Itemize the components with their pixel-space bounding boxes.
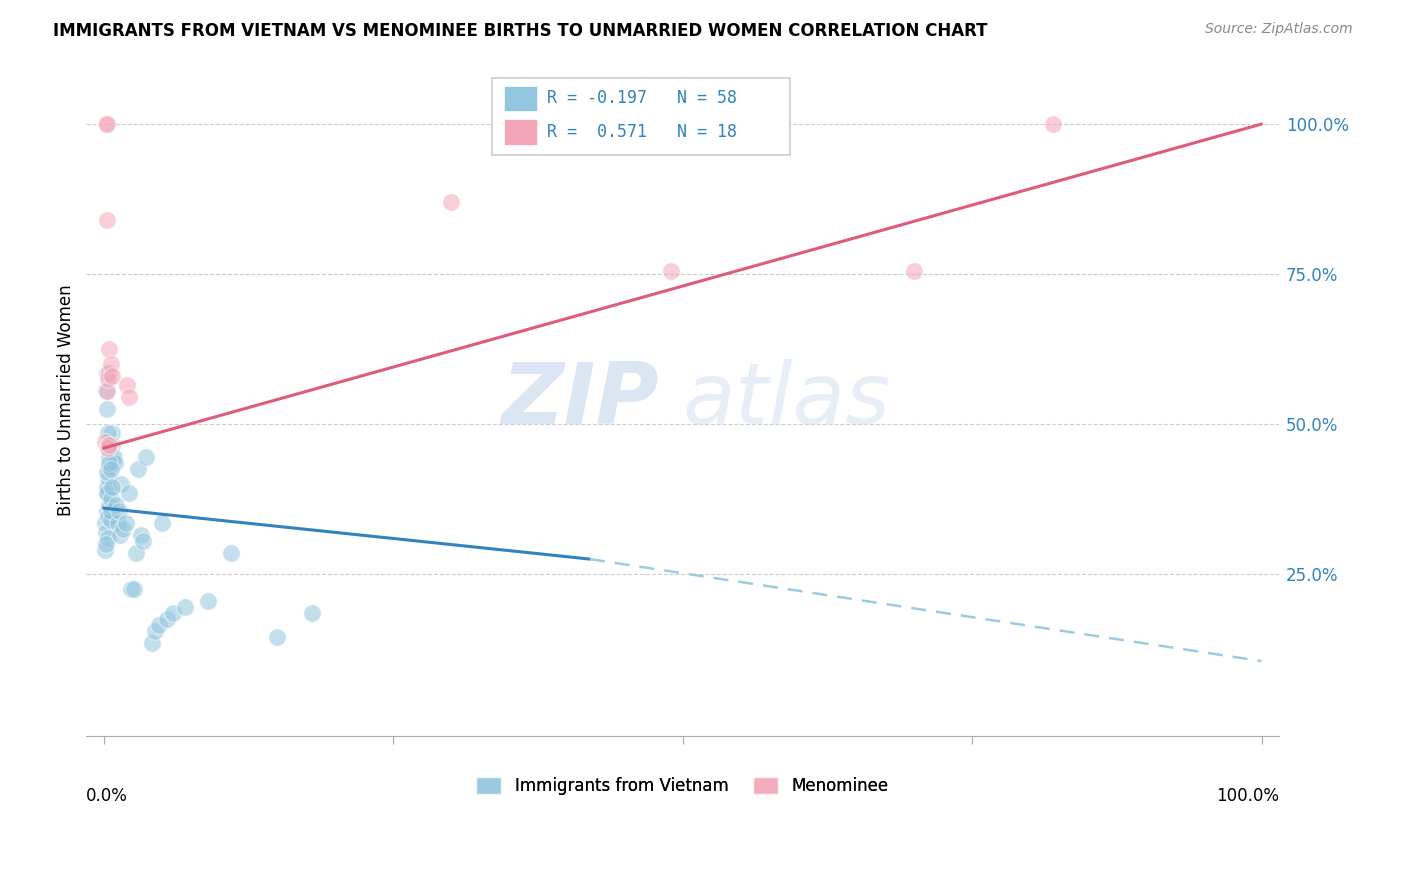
Point — [96, 402, 118, 417]
Text: 100.0%: 100.0% — [1216, 787, 1279, 805]
Point — [108, 528, 131, 542]
Point — [96, 213, 118, 227]
Point — [97, 531, 120, 545]
Point — [156, 612, 179, 626]
Point — [115, 378, 138, 392]
Point — [100, 369, 122, 384]
Point — [903, 264, 925, 278]
Text: atlas: atlas — [682, 359, 890, 442]
Point — [129, 528, 152, 542]
Point — [301, 606, 323, 620]
Point — [112, 522, 135, 536]
Point — [97, 372, 120, 386]
Point — [105, 498, 128, 512]
Point — [118, 390, 141, 404]
Point — [100, 462, 122, 476]
Legend: Immigrants from Vietnam, Menominee: Immigrants from Vietnam, Menominee — [470, 770, 896, 802]
Point — [98, 450, 121, 464]
Point — [98, 438, 121, 452]
Point — [107, 504, 129, 518]
Point — [100, 492, 122, 507]
FancyBboxPatch shape — [492, 78, 790, 155]
Point — [197, 594, 219, 608]
Point — [97, 441, 120, 455]
Bar — [503, 86, 537, 112]
Point — [94, 384, 117, 398]
Point — [122, 582, 145, 596]
Point — [120, 582, 142, 596]
Point — [132, 534, 155, 549]
Text: Source: ZipAtlas.com: Source: ZipAtlas.com — [1205, 22, 1353, 37]
Point — [98, 459, 121, 474]
Text: ZIP: ZIP — [501, 359, 659, 442]
Point — [143, 624, 166, 639]
Point — [98, 498, 121, 512]
Point — [96, 486, 118, 500]
Point — [96, 384, 118, 398]
Point — [97, 426, 120, 441]
Point — [94, 435, 117, 450]
Point — [125, 546, 148, 560]
Point — [94, 525, 117, 540]
Point — [96, 465, 118, 479]
Point — [150, 516, 173, 530]
Point — [101, 453, 124, 467]
Point — [173, 600, 195, 615]
Point — [98, 366, 121, 380]
Point — [94, 117, 117, 131]
Point — [219, 546, 242, 560]
Text: R =  0.571   N = 18: R = 0.571 N = 18 — [547, 123, 737, 141]
Point — [659, 264, 682, 278]
Point — [1042, 117, 1064, 131]
Point — [96, 366, 118, 380]
Point — [97, 471, 120, 485]
Point — [266, 630, 288, 644]
Point — [100, 426, 122, 441]
Point — [98, 438, 121, 452]
Point — [162, 606, 184, 620]
Point — [100, 357, 122, 371]
Point — [97, 510, 120, 524]
Point — [94, 543, 117, 558]
Point — [96, 117, 118, 131]
Point — [98, 456, 121, 470]
Text: 0.0%: 0.0% — [86, 787, 128, 805]
Point — [96, 504, 118, 518]
Point — [148, 618, 170, 632]
Point — [97, 441, 120, 455]
Point — [100, 438, 122, 452]
Point — [94, 537, 117, 551]
Point — [100, 480, 122, 494]
Text: R = -0.197   N = 58: R = -0.197 N = 58 — [547, 89, 737, 107]
Text: IMMIGRANTS FROM VIETNAM VS MENOMINEE BIRTHS TO UNMARRIED WOMEN CORRELATION CHART: IMMIGRANTS FROM VIETNAM VS MENOMINEE BIR… — [53, 22, 988, 40]
Point — [96, 486, 118, 500]
Point — [107, 516, 129, 530]
Point — [100, 513, 122, 527]
Point — [114, 516, 136, 530]
Point — [94, 516, 117, 530]
Point — [100, 504, 122, 518]
Point — [104, 456, 127, 470]
Point — [440, 195, 463, 210]
Point — [135, 450, 157, 464]
Y-axis label: Births to Unmarried Women: Births to Unmarried Women — [58, 285, 75, 516]
Point — [98, 342, 121, 356]
Point — [118, 486, 141, 500]
Bar — [503, 120, 537, 145]
Point — [141, 636, 163, 650]
Point — [127, 462, 149, 476]
Point — [96, 480, 118, 494]
Point — [110, 477, 132, 491]
Point — [103, 450, 125, 464]
